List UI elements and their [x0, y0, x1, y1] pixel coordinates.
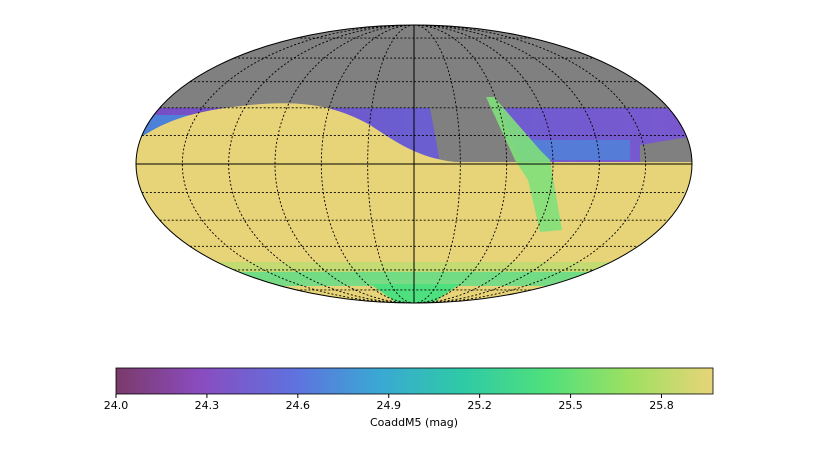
south-band-inner	[136, 272, 692, 286]
pole-cone	[370, 284, 460, 303]
meridian	[413, 25, 600, 303]
colorbar-axis: 24.0 24.3 24.6 24.9 25.2 25.5 25.8	[104, 394, 674, 412]
colorbar-tick-label: 25.2	[467, 399, 492, 412]
colorbar-tick-label: 24.9	[376, 399, 401, 412]
sky-regions	[136, 25, 692, 303]
colorbar	[115, 367, 714, 395]
meridian	[413, 25, 647, 303]
meridian	[320, 25, 415, 303]
colorbar-tick-label: 24.6	[286, 399, 311, 412]
colorbar-tick-label: 25.5	[558, 399, 583, 412]
gap-right	[640, 135, 692, 162]
meridian	[413, 25, 508, 303]
meridian	[228, 25, 415, 303]
colorbar-tick-label: 24.3	[195, 399, 220, 412]
colorbar-tick-label: 25.8	[649, 399, 674, 412]
meridian	[181, 25, 415, 303]
colorbar-label: CoaddM5 (mag)	[370, 416, 458, 429]
yellow-hump	[136, 103, 455, 170]
colorbar-tick-label: 24.0	[104, 399, 129, 412]
